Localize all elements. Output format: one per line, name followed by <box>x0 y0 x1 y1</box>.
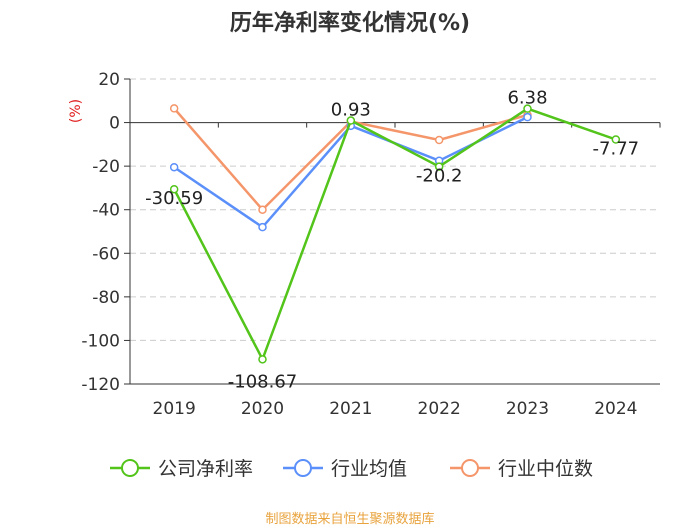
data-label: 6.38 <box>507 88 547 109</box>
legend-marker <box>121 459 139 477</box>
data-point <box>169 184 179 194</box>
data-point <box>169 162 179 172</box>
data-point <box>258 222 267 232</box>
legend-label: 行业中位数 <box>498 458 593 480</box>
data-point <box>523 104 532 113</box>
y-tick-label: -60 <box>92 244 120 264</box>
legend-label: 公司净利率 <box>158 458 253 480</box>
y-tick-label: -120 <box>81 375 120 395</box>
y-tick-label: -20 <box>92 157 120 177</box>
data-label: -7.77 <box>593 138 640 159</box>
data-point <box>434 135 444 145</box>
x-tick-label: 2019 <box>153 399 196 419</box>
legend-label: 行业均值 <box>331 458 407 480</box>
legend-marker <box>461 459 479 477</box>
y-tick-label: -80 <box>92 288 120 308</box>
x-tick-label: 2024 <box>594 399 637 419</box>
data-label: -30.59 <box>145 188 203 209</box>
data-point <box>258 355 267 364</box>
x-tick-label: 2023 <box>506 399 549 419</box>
data-point <box>523 112 532 122</box>
series-line <box>173 107 617 363</box>
y-tick-label: -100 <box>81 331 120 351</box>
data-point <box>611 135 621 144</box>
data-point <box>169 104 179 113</box>
data-point <box>258 205 267 214</box>
data-label: 0.93 <box>331 100 371 121</box>
x-tick-label: 2022 <box>418 399 461 419</box>
source-note: 制图数据来自恒生聚源数据库 <box>265 512 435 527</box>
y-tick-label: 20 <box>98 70 120 90</box>
chart-title: 历年净利率变化情况(%) <box>229 11 471 36</box>
legend-marker <box>294 459 312 477</box>
series-line <box>173 116 529 229</box>
y-tick-label: -40 <box>92 201 120 221</box>
data-point <box>346 116 356 125</box>
data-point <box>434 162 444 171</box>
x-tick-label: 2020 <box>241 399 284 419</box>
x-tick-label: 2021 <box>329 399 372 419</box>
data-label: -20.2 <box>416 166 463 187</box>
y-axis-label: (%) <box>68 99 84 123</box>
y-tick-label: 0 <box>109 114 120 134</box>
data-label: -108.67 <box>228 371 297 392</box>
